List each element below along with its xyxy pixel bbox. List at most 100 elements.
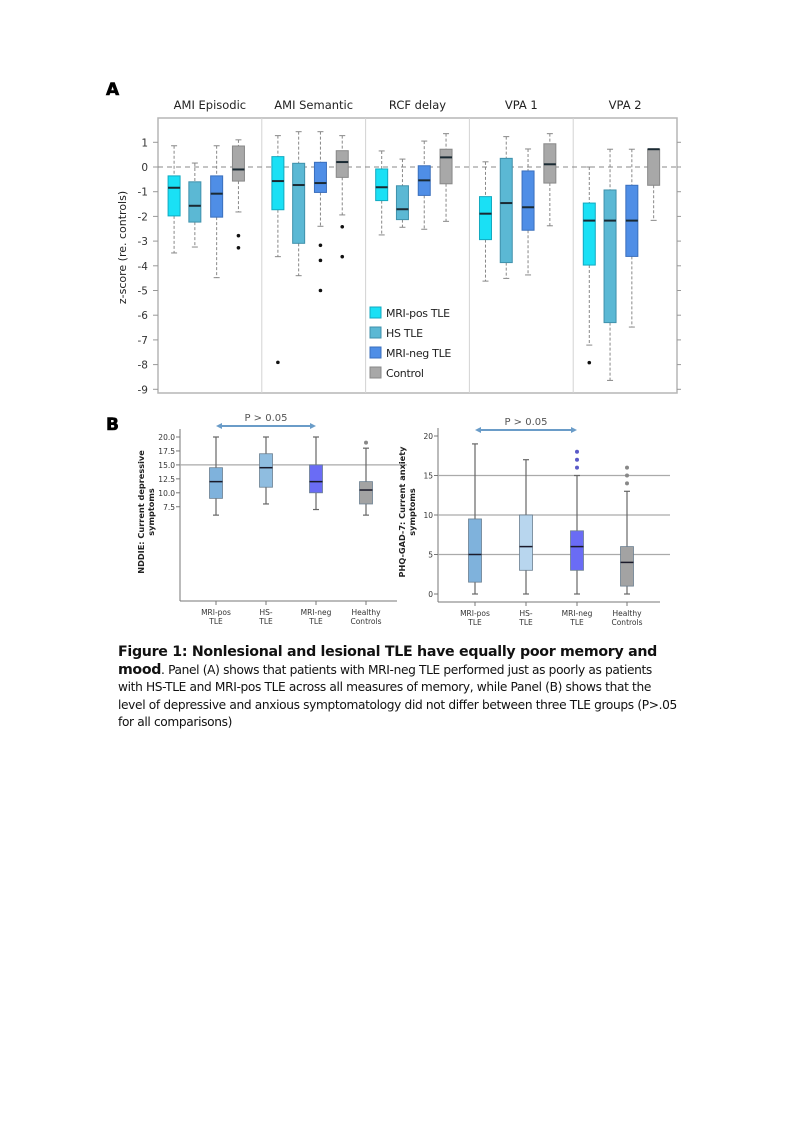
- outlier-point: [625, 465, 629, 470]
- outlier-point: [625, 473, 629, 478]
- caption-title-line2: mood: [118, 661, 162, 678]
- box: [603, 189, 617, 324]
- category-label: VPA 2: [609, 98, 642, 112]
- box: [209, 467, 223, 499]
- outlier-point: [340, 254, 345, 259]
- y-tick-label: -6: [138, 310, 149, 322]
- y-tick-label: 0: [428, 590, 433, 599]
- box: [582, 202, 596, 266]
- outlier-point: [318, 243, 323, 248]
- legend-label: MRI-pos TLE: [386, 307, 450, 320]
- box: [188, 181, 202, 223]
- box: [231, 145, 245, 182]
- arrow-head-right: [571, 427, 577, 433]
- y-tick-label: -2: [138, 211, 148, 223]
- y-axis-label: z-score (re. controls): [116, 191, 129, 304]
- y-tick-label: 10.0: [158, 489, 175, 498]
- x-tick-label-line2: TLE: [208, 617, 223, 626]
- x-tick-label-line1: MRI-neg: [562, 609, 593, 618]
- y-tick-label: 20: [423, 432, 433, 441]
- x-tick-label-line2: TLE: [518, 618, 533, 627]
- panel-b-letter: B: [106, 415, 120, 436]
- x-tick-label-line1: Healthy: [351, 608, 381, 617]
- y-tick-label: -7: [138, 335, 148, 347]
- outlier-point: [340, 224, 345, 229]
- outlier-point: [364, 440, 368, 445]
- category-label: AMI Episodic: [174, 98, 246, 112]
- category-label: RCF delay: [389, 98, 446, 112]
- caption-body: . Panel (A) shows that patients with MRI…: [118, 662, 677, 730]
- legend-swatch: [369, 346, 382, 359]
- outlier-point: [575, 465, 579, 470]
- x-tick-label-line1: HS-: [259, 608, 272, 617]
- x-tick-label-line2: Controls: [350, 617, 381, 626]
- outlier-point: [236, 233, 241, 238]
- y-axis-label-line2: symptoms: [146, 488, 156, 536]
- category-label: VPA 1: [505, 98, 538, 112]
- y-tick-label: 17.5: [158, 447, 175, 456]
- y-axis-label-line1: NDDIE: Current depressive: [136, 450, 146, 574]
- x-tick-label-line2: TLE: [258, 617, 273, 626]
- outlier-point: [236, 245, 241, 250]
- outlier-point: [575, 457, 579, 462]
- box: [167, 175, 181, 217]
- outlier-point: [318, 288, 323, 293]
- legend-label: Control: [386, 367, 424, 380]
- panel-b-anxiety-chart: 20 15 10 5 0 PHQ-GAD-7: Current anxiety sympto…: [397, 417, 670, 627]
- box: [521, 170, 535, 231]
- x-tick-label-line1: Healthy: [612, 609, 642, 618]
- legend-label: MRI-neg TLE: [386, 347, 451, 360]
- box: [210, 175, 224, 218]
- x-tick-label-line2: TLE: [569, 618, 584, 627]
- box: [620, 546, 634, 587]
- arrow-head-left: [216, 423, 222, 429]
- y-tick-label: -5: [138, 286, 148, 298]
- y-tick-label: -1: [138, 187, 148, 199]
- outlier-point: [625, 481, 629, 486]
- x-tick-label-line1: MRI-pos: [460, 609, 490, 618]
- box: [309, 464, 323, 494]
- x-tick-label-line1: MRI-neg: [301, 608, 332, 617]
- x-tick-label-line1: MRI-pos: [201, 608, 231, 617]
- x-tick-label-line2: TLE: [308, 617, 323, 626]
- box: [519, 514, 533, 571]
- legend-swatch: [369, 366, 382, 379]
- x-tick-label-line2: Controls: [611, 618, 642, 627]
- x-tick-label-line1: HS-: [519, 609, 532, 618]
- y-tick-label: 12.5: [158, 475, 175, 484]
- outlier-point: [575, 449, 579, 454]
- outlier-point: [318, 258, 323, 263]
- panel-a-chart: AMI Episodic AMI Semantic RCF delay VPA 1 VP…: [116, 98, 681, 396]
- category-label: AMI Semantic: [274, 98, 353, 112]
- y-tick-label: 15.0: [158, 461, 175, 470]
- caption-title-line1: Figure 1: Nonlesional and lesional TLE h…: [118, 644, 658, 660]
- y-axis-label-line1: PHQ-GAD-7: Current anxiety: [397, 446, 407, 578]
- y-tick-label: -3: [138, 236, 148, 248]
- box: [335, 150, 349, 178]
- box: [499, 157, 513, 264]
- y-tick-label: 5: [428, 551, 433, 560]
- y-tick-label: -4: [138, 261, 149, 273]
- significance-label: P > 0.05: [244, 413, 287, 424]
- y-axis-label-line2: symptoms: [407, 488, 417, 536]
- outlier-point: [587, 360, 592, 365]
- arrow-head-left: [475, 427, 481, 433]
- x-tick-label-line2: TLE: [467, 618, 482, 627]
- box: [259, 453, 273, 488]
- y-tick-label: 15: [423, 472, 433, 481]
- figure-caption: Figure 1: Nonlesional and lesional TLE h…: [118, 644, 678, 732]
- legend-swatch: [369, 306, 382, 319]
- box: [271, 156, 285, 211]
- plot-frame: [157, 117, 678, 394]
- legend-swatch: [369, 326, 382, 339]
- y-tick-label: 0: [141, 162, 148, 174]
- legend-label: HS TLE: [386, 327, 423, 340]
- box: [313, 161, 327, 193]
- box: [359, 481, 373, 505]
- outlier-point: [276, 360, 280, 365]
- arrow-head-right: [310, 423, 316, 429]
- significance-label: P > 0.05: [504, 417, 547, 428]
- y-tick-label: 10: [423, 511, 433, 520]
- box: [478, 196, 492, 241]
- y-tick-label: 20.0: [158, 433, 175, 442]
